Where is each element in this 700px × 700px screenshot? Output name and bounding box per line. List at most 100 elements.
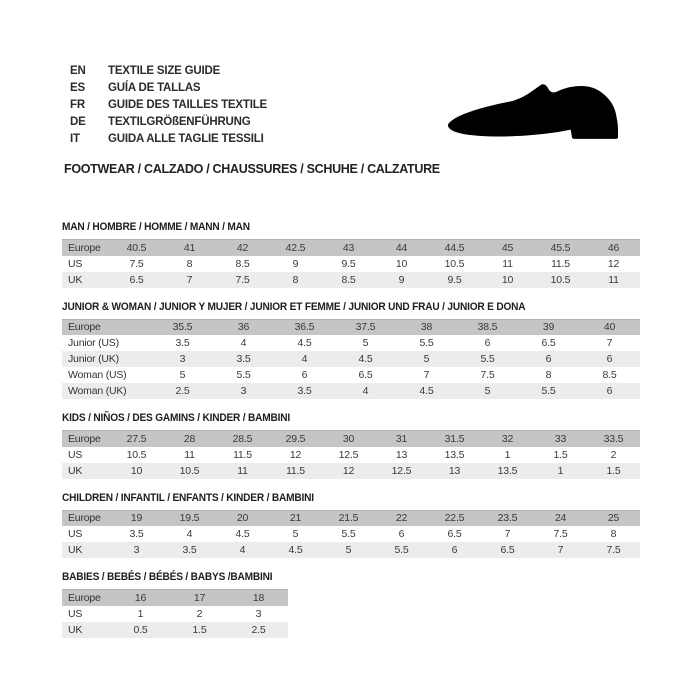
size-cell: 2 (196, 607, 203, 620)
size-cell: 9.5 (447, 273, 462, 286)
size-cell: 7 (186, 273, 193, 286)
size-cell: 21.5 (338, 512, 359, 525)
table-row: Europe 16 17 18 (62, 589, 288, 606)
size-cell: 3.5 (129, 528, 144, 540)
size-cell: 10.5 (444, 257, 465, 270)
language-code: DE (70, 115, 86, 128)
size-cell: 45.5 (550, 241, 571, 254)
size-cell: 35.5 (172, 321, 193, 334)
size-cell: 25 (607, 512, 620, 525)
size-cell: 4 (301, 353, 308, 365)
category-heading: FOOTWEAR / CALZADO / CHAUSSURES / SCHUHE… (64, 162, 440, 176)
size-cell: 9 (398, 273, 405, 286)
size-cell: 5 (362, 337, 369, 349)
row-label: Woman (US) (68, 369, 127, 381)
language-title-list: EN TEXTILE SIZE GUIDE ES GUÍA DE TALLAS … (70, 62, 267, 147)
babies-size-table: Europe 16 17 18 US 1 2 3 UK 0.5 1.5 2.5 (62, 589, 288, 638)
section-children: CHILDREN / INFANTIL / ENFANTS / KINDER /… (62, 492, 640, 558)
size-cell: 1.5 (192, 623, 207, 636)
row-label: Woman (UK) (68, 385, 127, 397)
table-row: UK 3 3.5 4 4.5 5 5.5 6 6.5 7 7.5 (62, 542, 640, 558)
size-cell: 44 (395, 241, 408, 254)
size-cell: 8.5 (341, 273, 356, 286)
kids-size-table: Europe 27.5 28 28.5 29.5 30 31 31.5 32 33 33.5 US 10… (62, 430, 640, 479)
size-cell: 19 (130, 512, 143, 525)
size-cell: 10 (130, 464, 143, 477)
size-cell: 7.5 (606, 544, 621, 556)
size-cell: 6.5 (541, 337, 556, 349)
size-cell: 5 (484, 385, 491, 397)
size-cell: 5.5 (541, 385, 556, 397)
row-label: Europe (68, 591, 101, 604)
size-cell: 31.5 (444, 432, 465, 445)
size-cell: 1.5 (553, 448, 568, 461)
size-cell: 5 (179, 369, 186, 381)
table-row: US 3.5 4 4.5 5 5.5 6 6.5 7 7.5 8 (62, 526, 640, 542)
size-cell: 5 (423, 353, 430, 365)
language-row-en: EN TEXTILE SIZE GUIDE (70, 62, 267, 79)
size-cell: 3.5 (182, 544, 197, 556)
size-cell: 42 (236, 241, 249, 254)
man-size-table: Europe 40.5 41 42 42.5 43 44 44.5 45 45.5 46 US 7.5 8… (62, 239, 640, 288)
size-cell: 36 (237, 321, 250, 334)
row-label: UK (68, 273, 83, 286)
size-cell: 32 (501, 432, 514, 445)
size-cell: 8 (610, 528, 617, 540)
language-title: GUIDE DES TAILLES TEXTILE (108, 98, 267, 111)
size-cell: 8.5 (602, 369, 617, 381)
size-cell: 13 (395, 448, 408, 461)
size-cell: 11 (608, 273, 619, 286)
language-code: IT (70, 132, 80, 145)
size-cell: 5.5 (341, 528, 356, 540)
size-cell: 11.5 (233, 448, 252, 461)
size-cell: 10 (395, 257, 408, 270)
size-cell: 3.5 (175, 337, 190, 349)
size-cell: 6 (301, 369, 308, 381)
junior-woman-size-table: Europe 35.5 36 36.5 37.5 38 38.5 39 40 Junior (US… (62, 319, 640, 399)
size-cell: 9 (292, 257, 299, 270)
size-cell: 5.5 (394, 544, 409, 556)
row-label: UK (68, 464, 83, 477)
size-cell: 7 (423, 369, 430, 381)
size-cell: 45 (501, 241, 514, 254)
size-cell: 6.5 (358, 369, 373, 381)
language-row-it: IT GUIDA ALLE TAGLIE TESSILI (70, 130, 267, 147)
size-cell: 6 (606, 353, 613, 365)
row-label: UK (68, 544, 83, 556)
size-tables-container: MAN / HOMBRE / HOMME / MANN / MAN Europe… (62, 221, 640, 651)
section-babies: BABIES / BEBÉS / BÉBÉS / BABYS /BAMBINI … (62, 571, 640, 638)
size-cell: 11 (237, 464, 248, 477)
size-cell: 38.5 (477, 321, 498, 334)
size-cell: 3.5 (297, 385, 312, 397)
size-cell: 7 (504, 528, 511, 540)
size-cell: 4 (239, 544, 246, 556)
size-cell: 4.5 (419, 385, 434, 397)
table-row: Europe 40.5 41 42 42.5 43 44 44.5 45 45.5 46 (62, 239, 640, 256)
row-label: US (68, 528, 83, 540)
size-cell: 38 (420, 321, 433, 334)
dress-shoe-icon (447, 83, 619, 141)
size-cell: 43 (342, 241, 355, 254)
size-cell: 33.5 (603, 432, 624, 445)
size-cell: 40.5 (126, 241, 147, 254)
section-title: KIDS / NIÑOS / DES GAMINS / KINDER / BAM… (62, 412, 291, 424)
language-code: FR (70, 98, 85, 111)
size-cell: 6 (451, 544, 458, 556)
size-cell: 5 (345, 544, 352, 556)
table-row: Woman (UK) 2.5 3 3.5 4 4.5 5 5.5 6 (62, 383, 640, 399)
row-label: Europe (68, 241, 101, 254)
size-cell: 5 (292, 528, 299, 540)
language-row-de: DE TEXTILGRÖßENFÜHRUNG (70, 113, 267, 130)
size-cell: 37.5 (355, 321, 376, 334)
size-cell: 9.5 (341, 257, 356, 270)
language-row-fr: FR GUIDE DES TAILLES TEXTILE (70, 96, 267, 113)
size-cell: 16 (134, 591, 147, 604)
size-cell: 4.5 (297, 337, 312, 349)
language-code: EN (70, 64, 86, 77)
size-cell: 2.5 (175, 385, 190, 397)
size-cell: 36.5 (294, 321, 315, 334)
size-cell: 6 (484, 337, 491, 349)
size-cell: 41 (183, 241, 196, 254)
size-cell: 10 (501, 273, 514, 286)
